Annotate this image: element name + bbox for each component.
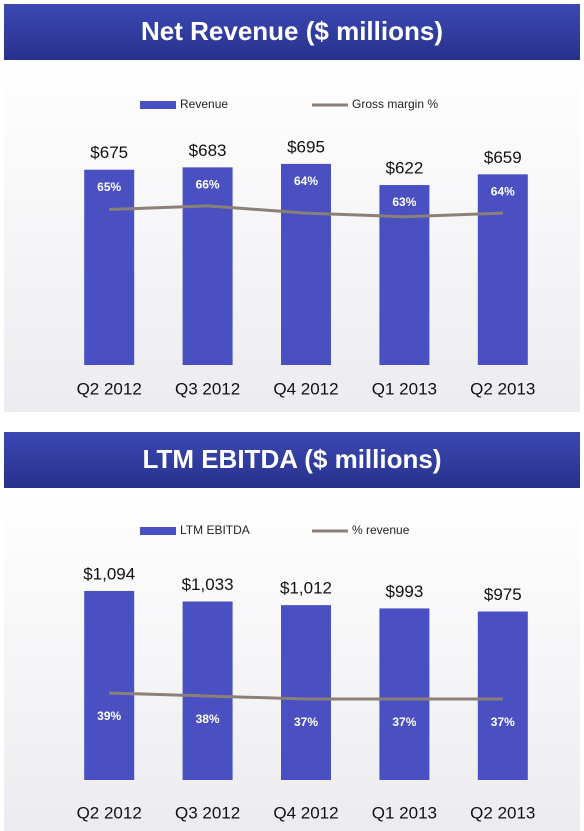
header-bar bbox=[4, 432, 580, 488]
x-tick-label: Q2 2012 bbox=[77, 803, 142, 822]
chart-title: LTM EBITDA ($ millions) bbox=[143, 444, 442, 474]
data-label: 64% bbox=[491, 185, 515, 199]
bar bbox=[182, 601, 233, 780]
data-label: $993 bbox=[385, 582, 423, 601]
bar bbox=[281, 605, 331, 780]
bar bbox=[182, 167, 233, 365]
data-label: $1,012 bbox=[280, 579, 332, 598]
data-label: $675 bbox=[90, 143, 128, 162]
bar bbox=[379, 608, 430, 780]
line bbox=[109, 204, 503, 219]
data-label: 37% bbox=[491, 715, 515, 729]
data-label: 66% bbox=[196, 178, 220, 192]
legend-label: % revenue bbox=[352, 523, 410, 537]
line bbox=[109, 691, 503, 701]
x-tick-label: Q4 2012 bbox=[273, 379, 338, 398]
chart-title: Net Revenue ($ millions) bbox=[141, 16, 443, 46]
legend-label: Gross margin % bbox=[352, 97, 438, 111]
x-tick-label: Q3 2012 bbox=[175, 803, 240, 822]
data-label: $683 bbox=[189, 141, 227, 160]
bar bbox=[84, 590, 135, 780]
x-tick-label: Q2 2013 bbox=[470, 379, 535, 398]
header-bar bbox=[4, 4, 580, 60]
bar bbox=[477, 174, 528, 365]
data-label: $1,094 bbox=[83, 564, 135, 583]
data-label: 37% bbox=[392, 715, 416, 729]
bar bbox=[379, 185, 430, 365]
x-tick-label: Q1 2013 bbox=[372, 803, 437, 822]
bar bbox=[281, 163, 331, 365]
data-label: $622 bbox=[385, 159, 423, 178]
legend-swatch bbox=[140, 101, 176, 109]
x-tick-label: Q2 2013 bbox=[470, 803, 535, 822]
x-tick-label: Q4 2012 bbox=[273, 803, 338, 822]
legend-label: Revenue bbox=[180, 97, 228, 111]
x-tick-label: Q1 2013 bbox=[372, 379, 437, 398]
data-label: $1,033 bbox=[182, 575, 234, 594]
data-label: 39% bbox=[97, 709, 121, 723]
data-label: $695 bbox=[287, 137, 325, 156]
legend-label: LTM EBITDA bbox=[180, 523, 250, 537]
bar bbox=[477, 611, 528, 780]
x-tick-label: Q2 2012 bbox=[77, 379, 142, 398]
x-tick-label: Q3 2012 bbox=[175, 379, 240, 398]
data-label: 65% bbox=[97, 180, 121, 194]
legend-swatch bbox=[140, 527, 176, 535]
data-label: 64% bbox=[294, 174, 318, 188]
data-label: 63% bbox=[392, 195, 416, 209]
bar bbox=[84, 169, 135, 365]
data-label: 37% bbox=[294, 715, 318, 729]
data-label: $659 bbox=[484, 148, 522, 167]
data-label: 38% bbox=[196, 712, 220, 726]
data-label: $975 bbox=[484, 585, 522, 604]
